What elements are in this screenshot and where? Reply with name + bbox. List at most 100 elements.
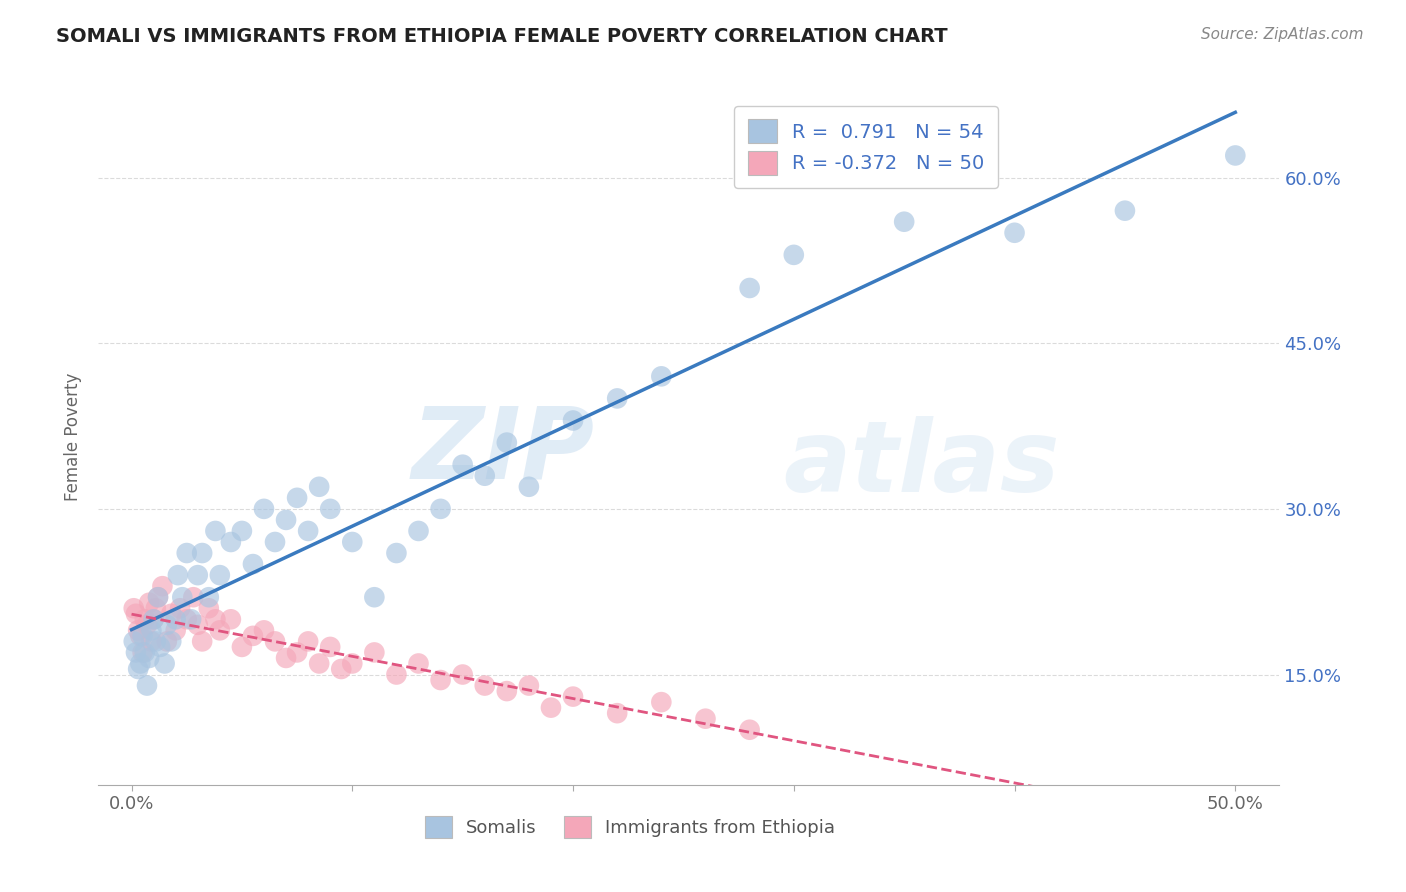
Point bbox=[122, 634, 145, 648]
Point bbox=[783, 248, 806, 262]
Point bbox=[342, 657, 364, 671]
Point bbox=[408, 657, 430, 671]
Point bbox=[138, 651, 160, 665]
Point bbox=[451, 458, 474, 472]
Point bbox=[191, 546, 214, 560]
Point bbox=[264, 634, 287, 648]
Point bbox=[129, 657, 152, 671]
Point bbox=[136, 679, 159, 693]
Point bbox=[363, 645, 385, 659]
Point bbox=[187, 617, 209, 632]
Point bbox=[451, 667, 474, 681]
Point bbox=[562, 413, 585, 427]
Point bbox=[385, 667, 408, 681]
Point bbox=[242, 629, 264, 643]
Point bbox=[253, 501, 276, 516]
Point bbox=[495, 435, 517, 450]
Point bbox=[1225, 148, 1247, 162]
Point bbox=[169, 601, 191, 615]
Point bbox=[156, 617, 179, 632]
Point bbox=[264, 535, 287, 549]
Point bbox=[274, 513, 297, 527]
Point bbox=[1004, 226, 1026, 240]
Legend: Somalis, Immigrants from Ethiopia: Somalis, Immigrants from Ethiopia bbox=[418, 809, 842, 846]
Point bbox=[308, 480, 330, 494]
Point bbox=[738, 281, 761, 295]
Point bbox=[606, 392, 628, 406]
Point bbox=[125, 645, 148, 659]
Point bbox=[308, 657, 330, 671]
Point bbox=[319, 501, 342, 516]
Point bbox=[127, 662, 149, 676]
Point bbox=[134, 612, 156, 626]
Point bbox=[208, 568, 231, 582]
Point bbox=[176, 546, 198, 560]
Point bbox=[183, 591, 205, 605]
Point bbox=[138, 596, 160, 610]
Point bbox=[160, 607, 183, 621]
Point bbox=[142, 612, 165, 626]
Point bbox=[146, 591, 169, 605]
Point bbox=[145, 634, 167, 648]
Point bbox=[429, 501, 451, 516]
Text: ZIP: ZIP bbox=[412, 402, 595, 500]
Point bbox=[125, 607, 148, 621]
Point bbox=[198, 591, 221, 605]
Point bbox=[204, 524, 226, 538]
Point bbox=[141, 634, 163, 648]
Point bbox=[142, 612, 165, 626]
Point bbox=[650, 695, 672, 709]
Point bbox=[562, 690, 585, 704]
Text: Source: ZipAtlas.com: Source: ZipAtlas.com bbox=[1201, 27, 1364, 42]
Point bbox=[204, 612, 226, 626]
Point bbox=[219, 535, 242, 549]
Point bbox=[129, 629, 152, 643]
Point bbox=[191, 634, 214, 648]
Point bbox=[474, 468, 496, 483]
Point bbox=[319, 640, 342, 654]
Point bbox=[145, 601, 167, 615]
Point bbox=[285, 645, 308, 659]
Point bbox=[152, 579, 174, 593]
Point bbox=[330, 662, 353, 676]
Point bbox=[146, 591, 169, 605]
Point bbox=[429, 673, 451, 687]
Point bbox=[231, 640, 253, 654]
Point bbox=[136, 617, 159, 632]
Point bbox=[149, 640, 172, 654]
Point bbox=[517, 480, 540, 494]
Point bbox=[274, 651, 297, 665]
Text: atlas: atlas bbox=[783, 417, 1060, 514]
Point bbox=[198, 601, 221, 615]
Point bbox=[153, 657, 176, 671]
Point bbox=[1114, 203, 1136, 218]
Point bbox=[176, 612, 198, 626]
Point bbox=[540, 700, 562, 714]
Point bbox=[495, 684, 517, 698]
Point bbox=[517, 679, 540, 693]
Point bbox=[893, 215, 915, 229]
Point bbox=[650, 369, 672, 384]
Point bbox=[131, 629, 153, 643]
Point bbox=[180, 612, 202, 626]
Point bbox=[141, 624, 163, 638]
Point bbox=[134, 645, 156, 659]
Point bbox=[385, 546, 408, 560]
Point bbox=[363, 591, 385, 605]
Point bbox=[165, 612, 187, 626]
Point bbox=[297, 524, 319, 538]
Point bbox=[167, 568, 190, 582]
Point bbox=[242, 557, 264, 571]
Point bbox=[165, 624, 187, 638]
Point bbox=[285, 491, 308, 505]
Point bbox=[219, 612, 242, 626]
Point bbox=[342, 535, 364, 549]
Point bbox=[253, 624, 276, 638]
Point bbox=[297, 634, 319, 648]
Point bbox=[160, 634, 183, 648]
Text: SOMALI VS IMMIGRANTS FROM ETHIOPIA FEMALE POVERTY CORRELATION CHART: SOMALI VS IMMIGRANTS FROM ETHIOPIA FEMAL… bbox=[56, 27, 948, 45]
Point bbox=[131, 645, 153, 659]
Point bbox=[738, 723, 761, 737]
Point bbox=[695, 712, 717, 726]
Point bbox=[474, 679, 496, 693]
